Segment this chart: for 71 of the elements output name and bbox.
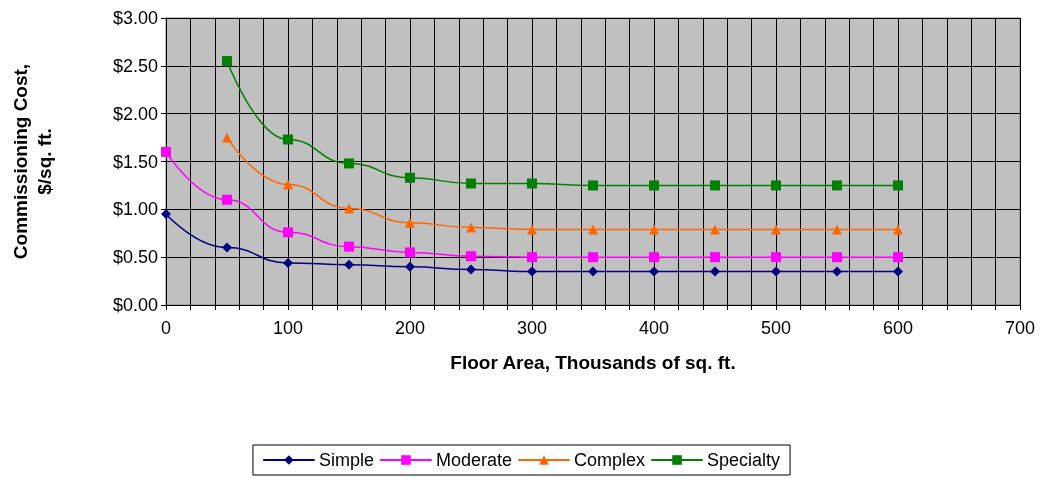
y-tick-label: $1.00 xyxy=(112,199,158,220)
legend-label: Moderate xyxy=(435,450,512,470)
point xyxy=(710,180,720,191)
x-tick-label: 200 xyxy=(394,318,426,338)
x-tick-label: 100 xyxy=(272,318,304,338)
point xyxy=(161,146,171,157)
point xyxy=(527,224,537,235)
point xyxy=(466,178,476,189)
point xyxy=(222,56,232,67)
point xyxy=(649,266,659,277)
x-tick-label: 300 xyxy=(516,318,548,338)
y-tick-label: $1.50 xyxy=(112,151,158,172)
legend-label: Simple xyxy=(318,450,374,470)
x-tick-label: 700 xyxy=(1004,318,1036,338)
point xyxy=(893,252,903,263)
point xyxy=(222,194,232,205)
point xyxy=(283,179,293,190)
legend-label: Specialty xyxy=(707,450,781,470)
y-tick-label: $0.00 xyxy=(112,295,158,315)
x-tick-label: 500 xyxy=(760,318,792,338)
point xyxy=(771,252,781,263)
x-tick-label: 600 xyxy=(882,318,914,338)
point xyxy=(893,180,903,191)
point xyxy=(405,247,415,258)
point xyxy=(344,158,354,169)
point xyxy=(771,180,781,191)
point xyxy=(344,203,354,214)
point xyxy=(771,266,781,277)
point xyxy=(649,180,659,191)
y-tick-label: $2.00 xyxy=(112,103,158,124)
y-axis-title: Commissioning Cost, $/sq. ft. xyxy=(9,63,55,260)
point xyxy=(771,224,781,235)
x-tick-label: 0 xyxy=(160,318,172,338)
point xyxy=(832,224,842,235)
point xyxy=(710,252,720,263)
point xyxy=(161,209,171,220)
point xyxy=(893,224,903,235)
y-tick-label: $0.50 xyxy=(112,247,158,268)
point xyxy=(344,241,354,252)
x-tick-label: 400 xyxy=(638,318,670,338)
point xyxy=(283,257,293,268)
point xyxy=(405,172,415,183)
point xyxy=(222,132,232,143)
point xyxy=(649,252,659,263)
point xyxy=(466,251,476,262)
x-axis-title: Floor Area, Thousands of sq. ft. xyxy=(450,352,736,373)
point xyxy=(832,266,842,277)
point xyxy=(893,266,903,277)
point xyxy=(588,180,598,191)
point xyxy=(222,242,232,253)
point xyxy=(283,227,293,238)
point xyxy=(832,180,842,191)
point xyxy=(405,217,415,228)
legend-label: Complex xyxy=(574,450,646,470)
point xyxy=(649,224,659,235)
y-tick-label: $3.00 xyxy=(112,8,158,28)
point xyxy=(832,252,842,263)
point xyxy=(344,259,354,270)
point xyxy=(710,266,720,277)
point xyxy=(588,266,598,277)
point xyxy=(588,252,598,263)
point xyxy=(527,252,537,263)
point xyxy=(283,134,293,145)
point xyxy=(588,224,598,235)
point xyxy=(466,264,476,275)
point xyxy=(405,261,415,272)
point xyxy=(710,224,720,235)
y-tick-label: $2.50 xyxy=(112,55,158,76)
point xyxy=(527,266,537,277)
point xyxy=(466,222,476,233)
point xyxy=(527,178,537,189)
